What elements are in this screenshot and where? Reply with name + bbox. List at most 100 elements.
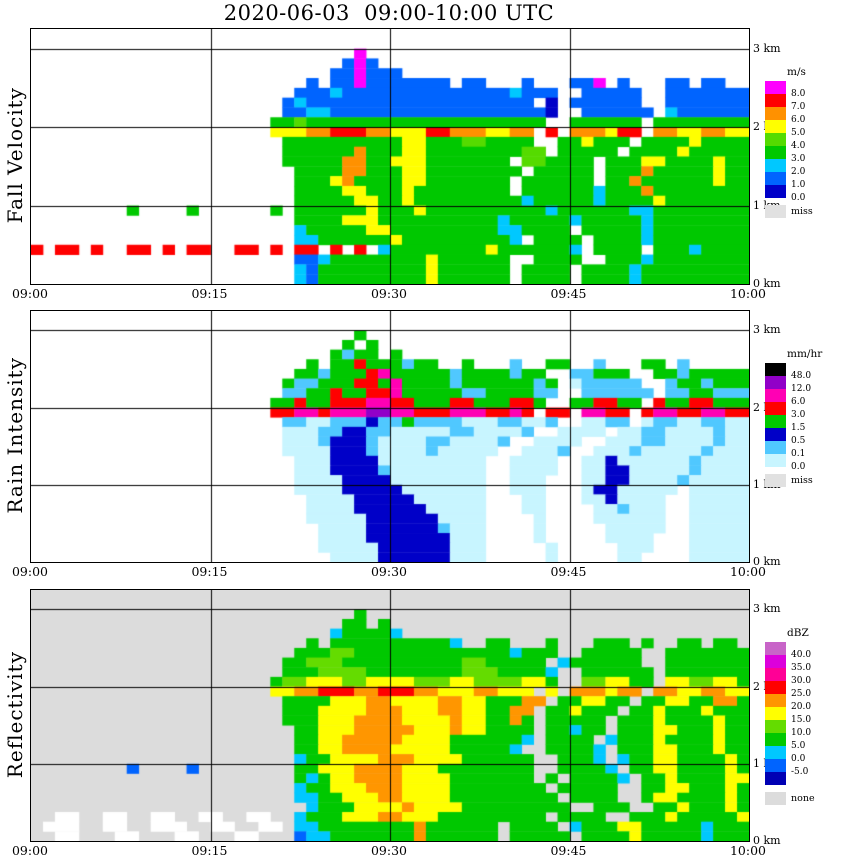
x-tick-label: 10:00 — [729, 286, 767, 301]
y-axis-title-fall-velocity: Fall Velocity — [1, 28, 28, 283]
y-axis-title-text: Fall Velocity — [2, 87, 27, 224]
x-tick-label: 09:45 — [550, 564, 587, 579]
heatmap-fall-velocity — [31, 29, 749, 284]
x-tick-label: 09:15 — [191, 843, 228, 858]
x-tick-label: 10:00 — [729, 564, 767, 579]
legend-color-cell — [765, 746, 786, 759]
legend-colorbar: 8.0 7.0 6.0 5.0 4.0 3.0 2.0 1.0 0.0 — [765, 81, 849, 203]
panel-rain-intensity: Rain Intensity 3 km2 km1 km0 km 09:0009:… — [0, 310, 850, 579]
legend-tick-label: 8.0 — [791, 89, 806, 99]
legend-color-cell — [765, 681, 786, 694]
legend-tick-label: 3.0 — [791, 154, 806, 164]
legend-tick-label: 6.0 — [791, 397, 806, 407]
heatmap-rain-intensity — [31, 311, 749, 562]
heatmap-reflectivity — [31, 590, 749, 841]
legend-tick-label: 30.0 — [791, 676, 812, 686]
legend-reflectivity: dBZ 40.0 35.0 30.0 25.0 20.0 15.0 10.0 5.0 0.0 -5… — [765, 627, 849, 805]
legend-unit-label: dBZ — [787, 627, 809, 639]
x-tick-label: 09:00 — [11, 843, 49, 858]
plot-fall-velocity — [30, 28, 750, 285]
y-axis-title-reflectivity: Reflectivity — [1, 589, 28, 840]
legend-color-cell — [765, 146, 786, 159]
km-axis-label: 0 km — [753, 277, 781, 290]
legend-unit-label: mm/hr — [787, 348, 823, 360]
legend-color-cell — [765, 772, 786, 785]
x-tick-label: 09:45 — [550, 286, 587, 301]
legend-tick-label: 0.0 — [791, 754, 806, 764]
x-tick-label: 09:15 — [191, 286, 228, 301]
legend-color-cell — [765, 441, 786, 454]
legend-tick-label: 6.0 — [791, 115, 806, 125]
legend-missing-label: miss — [791, 475, 813, 486]
figure-title: 2020-06-03 09:00-10:00 UTC — [223, 1, 555, 25]
legend-missing-entry: miss — [765, 205, 849, 218]
legend-colorbar: 40.0 35.0 30.0 25.0 20.0 15.0 10.0 5.0 0.0 -5.0 — [765, 642, 849, 785]
legend-tick-label: 48.0 — [791, 371, 812, 381]
legend-rain-intensity: mm/hr 48.0 12.0 6.0 3.0 1.5 0.5 0.1 0.0 miss — [765, 348, 849, 487]
legend-color-cell — [765, 376, 786, 389]
legend-missing-label: miss — [791, 206, 813, 217]
legend-colorbar: 48.0 12.0 6.0 3.0 1.5 0.5 0.1 0.0 — [765, 363, 849, 472]
legend-color-cell — [765, 94, 786, 107]
legend-color-cell — [765, 120, 786, 133]
legend-color-cell — [765, 172, 786, 185]
legend-tick-label: 40.0 — [791, 650, 812, 660]
x-tick-label: 10:00 — [729, 843, 767, 858]
x-tick-label: 09:45 — [550, 843, 587, 858]
x-tick-label: 09:30 — [370, 843, 408, 858]
legend-color-cell — [765, 415, 786, 428]
x-tick-label: 09:00 — [11, 286, 49, 301]
legend-color-cell — [765, 642, 786, 655]
legend-tick-label: 0.5 — [791, 436, 806, 446]
legend-tick-label: 7.0 — [791, 102, 806, 112]
legend-color-cell — [765, 363, 786, 376]
x-tick-label: 09:00 — [11, 564, 49, 579]
legend-fall-velocity: m/s 8.0 7.0 6.0 5.0 4.0 3.0 2.0 1.0 0.0 miss — [765, 66, 849, 218]
legend-color-cell — [765, 133, 786, 146]
legend-tick-label: 5.0 — [791, 741, 806, 751]
y-axis-title-text: Rain Intensity — [2, 357, 27, 514]
legend-color-cell — [765, 733, 786, 746]
time-axis-labels: 09:00 09:15 09:30 09:45 10:00 — [12, 564, 766, 579]
legend-color-cell — [765, 655, 786, 668]
legend-tick-label: 25.0 — [791, 689, 812, 699]
x-tick-label: 09:30 — [370, 564, 408, 579]
legend-tick-label: 1.5 — [791, 423, 806, 433]
legend-color-cell — [765, 694, 786, 707]
km-axis-label: 3 km — [753, 41, 781, 55]
legend-missing-swatch — [765, 205, 786, 218]
legend-tick-label: 0.1 — [791, 449, 806, 459]
legend-color-cell — [765, 389, 786, 402]
y-axis-title-rain-intensity: Rain Intensity — [1, 310, 28, 561]
legend-color-cell — [765, 107, 786, 120]
legend-missing-swatch — [765, 792, 786, 805]
legend-color-cell — [765, 454, 786, 467]
plot-reflectivity — [30, 589, 750, 842]
legend-tick-label: 10.0 — [791, 728, 812, 738]
legend-tick-label: -5.0 — [791, 767, 809, 777]
y-axis-title-text: Reflectivity — [2, 650, 27, 779]
legend-color-cell — [765, 759, 786, 772]
x-tick-label: 09:30 — [370, 286, 408, 301]
time-axis-labels: 09:00 09:15 09:30 09:45 10:00 — [12, 843, 766, 858]
time-axis-labels: 09:00 09:15 09:30 09:45 10:00 — [12, 286, 766, 301]
panel-fall-velocity: Fall Velocity 3 km2 km1 km0 km 09:0009:1… — [0, 28, 850, 301]
legend-unit-label: m/s — [787, 66, 806, 78]
x-tick-label: 09:15 — [191, 564, 228, 579]
legend-color-cell — [765, 185, 786, 198]
legend-tick-label: 4.0 — [791, 141, 806, 151]
legend-color-cell — [765, 707, 786, 720]
legend-tick-label: 1.0 — [791, 180, 806, 190]
legend-tick-label: 2.0 — [791, 167, 806, 177]
legend-tick-label: 0.0 — [791, 193, 806, 203]
legend-missing-label: none — [791, 793, 815, 804]
panel-reflectivity: Reflectivity 3 km2 km1 km0 km 09:0009:15… — [0, 589, 850, 858]
legend-color-cell — [765, 668, 786, 681]
legend-tick-label: 0.0 — [791, 462, 806, 472]
km-axis-label: 0 km — [753, 555, 781, 568]
legend-tick-label: 20.0 — [791, 702, 812, 712]
plot-rain-intensity — [30, 310, 750, 563]
legend-missing-swatch — [765, 474, 786, 487]
km-axis-label: 3 km — [753, 602, 781, 616]
